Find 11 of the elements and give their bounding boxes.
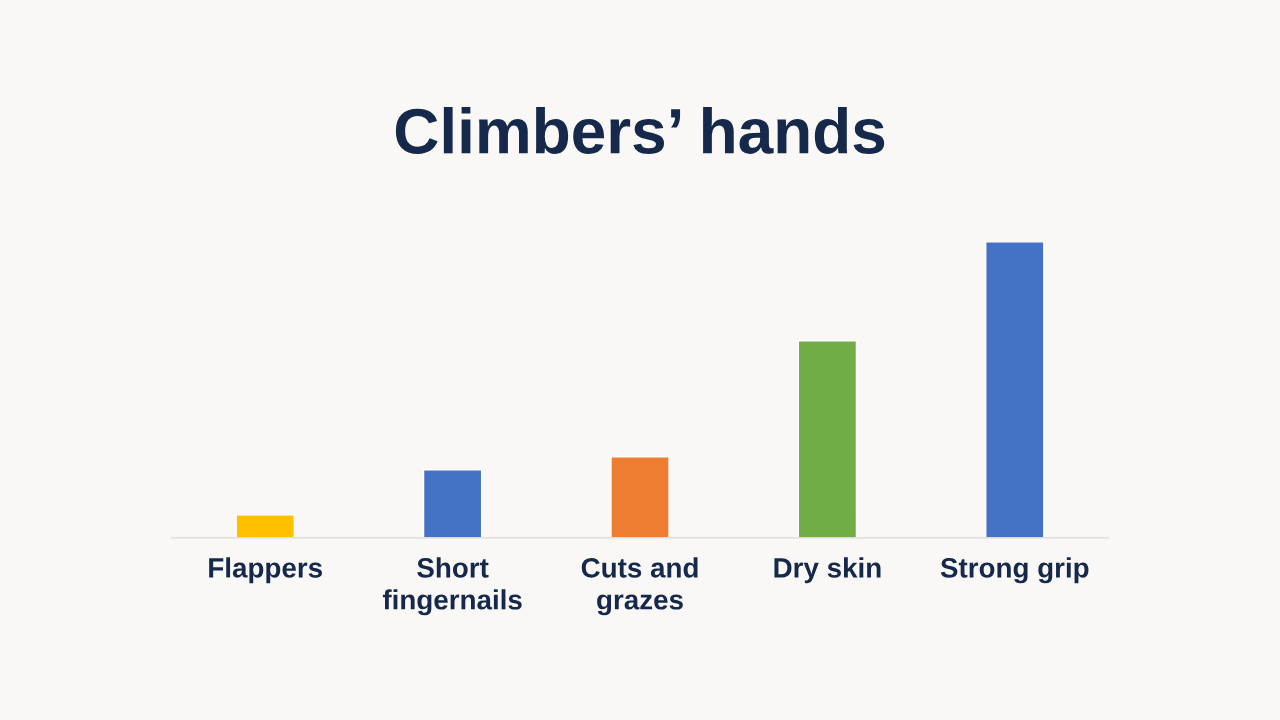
x-tick-label: Short fingernails <box>382 557 522 616</box>
bar <box>422 469 483 538</box>
bar <box>985 241 1045 538</box>
chart-title: Climbers’ hands <box>395 107 885 154</box>
bar <box>610 456 670 538</box>
x-tick-label: Dry skin <box>774 557 881 584</box>
bar <box>797 340 858 538</box>
x-tick-label: Flappers <box>209 557 322 584</box>
x-tick-label: Cuts and grazes <box>581 557 698 616</box>
bar <box>235 514 295 538</box>
x-tick-label: Strong grip <box>940 557 1089 584</box>
